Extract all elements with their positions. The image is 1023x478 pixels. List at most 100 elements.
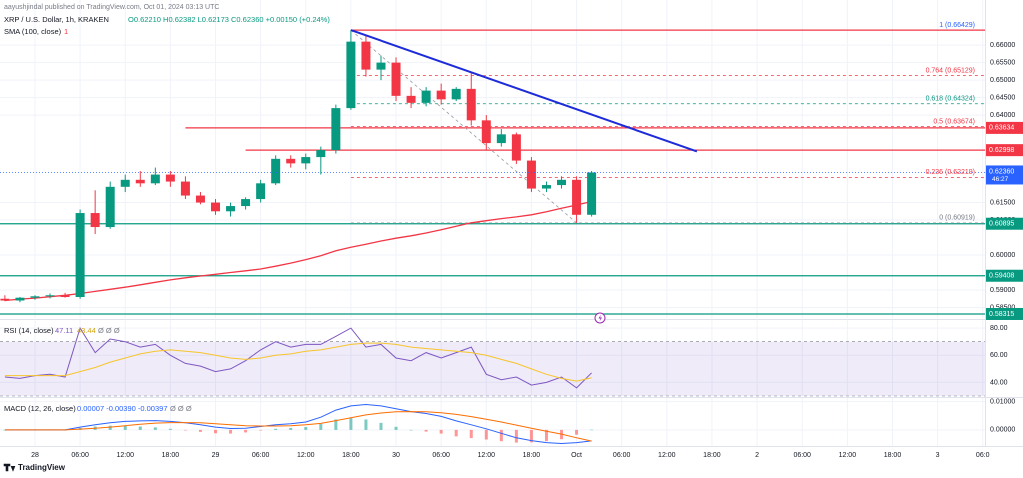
y-tick-label: 0.01000 — [990, 399, 1015, 406]
candle-body — [316, 150, 326, 158]
plot — [0, 29, 985, 445]
candle-body — [226, 206, 236, 212]
macd-histogram-bar — [274, 428, 278, 430]
x-tick-label: 18:00 — [162, 452, 180, 459]
rsi-value: 47.11 — [55, 326, 73, 335]
rsi-ma-value: 43.44 — [77, 326, 96, 335]
y-tick-label: 0.58500 — [990, 304, 1015, 311]
macd-histogram-bar — [3, 429, 7, 431]
macd-line — [4, 411, 592, 442]
y-tick-label: 60.00 — [990, 352, 1008, 359]
y-tick-label: 0.59000 — [990, 287, 1015, 294]
candle-body — [376, 62, 386, 70]
macd-histogram-bar — [590, 429, 594, 431]
macd-histogram-bar — [244, 429, 248, 433]
macd-histogram-bar — [394, 426, 398, 430]
logo — [3, 463, 16, 472]
macd-histogram-bar — [575, 429, 579, 435]
candle-body — [346, 41, 356, 109]
candle-body — [436, 90, 446, 100]
sma-extra: 1 — [64, 27, 68, 36]
macd-histogram-bar — [289, 427, 293, 430]
macd-histogram-bar — [439, 429, 443, 434]
candle-body — [90, 213, 100, 228]
y-tick-label: 0.65000 — [990, 77, 1015, 84]
candle-body — [105, 186, 115, 228]
countdown: 46:27 — [992, 176, 1009, 183]
candle-body — [271, 158, 281, 184]
macd-readout: 0.00007 -0.00390 -0.00397 — [77, 404, 168, 413]
macd-histogram-bar — [319, 423, 323, 430]
fib-label: 1 (0.66429) — [939, 22, 975, 29]
y-tick-label: 0.66000 — [990, 42, 1015, 49]
y-tick-label: 0.61500 — [990, 199, 1015, 206]
x-tick-label: 12:00 — [658, 452, 676, 459]
macd-histogram-bar — [183, 429, 187, 431]
macd-histogram-bar — [364, 419, 368, 430]
x-tick-label: 12:00 — [478, 452, 496, 459]
macd-histogram-bar — [529, 429, 533, 443]
rsi-extra: Ø Ø Ø — [98, 326, 120, 335]
macd-histogram-bar — [198, 429, 202, 432]
x-tick-label: 3 — [936, 452, 940, 459]
x-tick-label: 06:00 — [613, 452, 631, 459]
candle-body — [30, 296, 40, 298]
macd-histogram-bar — [123, 425, 127, 430]
last-price-box — [986, 165, 1023, 185]
sma-line — [4, 200, 592, 302]
event-icon-glyph — [598, 314, 602, 322]
level-label: 0.63634 — [989, 125, 1014, 132]
x-tick-label: 12:00 — [297, 452, 315, 459]
x-tick-label: 18:00 — [342, 452, 360, 459]
macd-histogram-bar — [379, 422, 383, 430]
macd-histogram-bar — [304, 427, 308, 430]
x-tick-label: 06:00 — [793, 452, 811, 459]
candle-body — [211, 202, 221, 212]
candle-body — [572, 179, 582, 215]
candle-body — [481, 120, 491, 144]
macd-histogram-bar — [424, 429, 428, 432]
level-label: 0.60895 — [989, 221, 1014, 228]
candle-body — [541, 185, 551, 189]
fib-label: 0.618 (0.64324) — [926, 96, 975, 103]
candle-body — [180, 181, 190, 196]
macd-histogram-bar — [108, 425, 112, 430]
level-label: 0.58315 — [989, 311, 1014, 318]
x-tick-label: 18:00 — [884, 452, 902, 459]
candle-body — [391, 62, 401, 96]
macd-histogram-bar — [259, 429, 263, 431]
macd-histogram-bar — [499, 429, 503, 442]
x-tick-label: 18:00 — [703, 452, 721, 459]
sma-title: SMA (100, close) — [4, 27, 62, 36]
fib-label: 0.5 (0.63674) — [933, 118, 975, 125]
candle-body — [120, 179, 130, 187]
lightning-icon[interactable] — [594, 312, 606, 324]
trendline — [350, 29, 698, 153]
candle-body — [75, 213, 85, 298]
y-tick-label: 0.65500 — [990, 59, 1015, 66]
macd-histogram-bar — [153, 427, 157, 430]
candle-body — [451, 88, 461, 100]
candle-body — [301, 157, 311, 164]
candle-body — [45, 295, 55, 297]
publisher: aayushjindal published on TradingView.co… — [4, 4, 219, 11]
candle-body — [466, 88, 476, 121]
rsi-line — [4, 342, 592, 382]
level-box — [986, 144, 1023, 157]
candle-body — [361, 41, 371, 70]
level-label: 0.62998 — [989, 147, 1014, 154]
rsi-band — [0, 341, 985, 396]
y-tick-label: 0.00000 — [990, 427, 1015, 434]
candle-body — [511, 134, 521, 161]
macd-histogram-bar — [454, 429, 458, 437]
x-tick-label: 29 — [212, 452, 220, 459]
level-box — [986, 121, 1023, 134]
y-tick-label: 0.64000 — [990, 112, 1015, 119]
rsi-line — [4, 326, 592, 389]
candle-body — [331, 108, 341, 151]
y-tick-label: 0.64500 — [990, 94, 1015, 101]
symbol: XRP / U.S. Dollar, 1h, KRAKEN — [4, 15, 109, 24]
macd-histogram-bar — [349, 418, 353, 430]
